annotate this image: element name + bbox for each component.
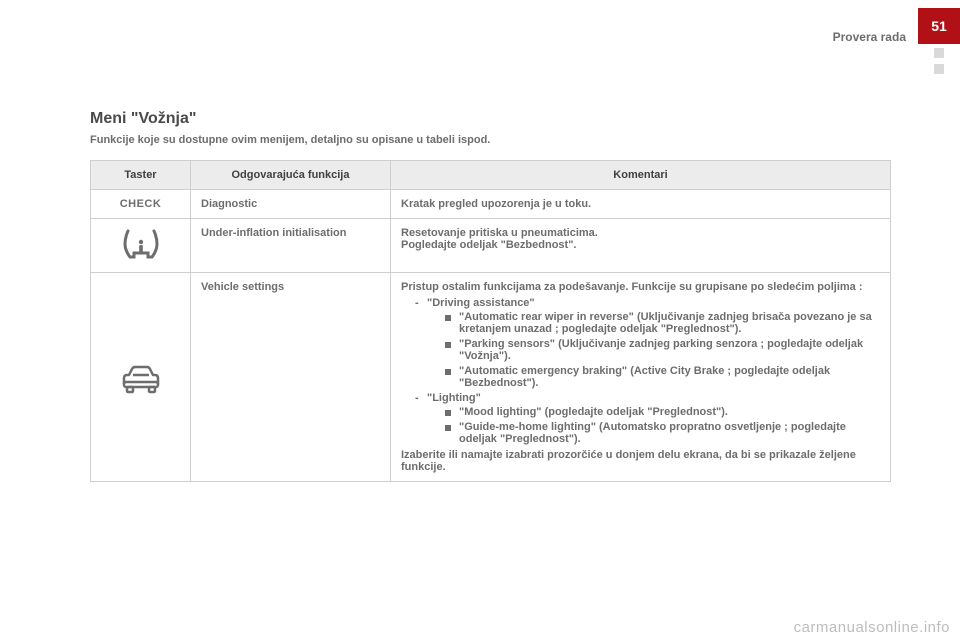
sub-item: "Parking sensors" (Uključivanje zadnjeg … xyxy=(445,338,880,362)
page-subtitle: Funkcije koje su dostupne ovim menijem, … xyxy=(90,134,890,146)
func-cell: Under-inflation initialisation xyxy=(191,219,391,273)
table-row: Vehicle settings Pristup ostalim funkcij… xyxy=(91,273,891,482)
func-cell: Vehicle settings xyxy=(191,273,391,482)
icon-cell-check: CHECK xyxy=(91,190,191,219)
settings-table: Taster Odgovarajuća funkcija Komentari C… xyxy=(90,160,891,482)
icon-cell-tpms xyxy=(91,219,191,273)
page-title: Meni "Vožnja" xyxy=(90,110,890,128)
table-row: Under-inflation initialisation Resetovan… xyxy=(91,219,891,273)
group-list: "Driving assistance" "Automatic rear wip… xyxy=(415,297,880,445)
content: Meni "Vožnja" Funkcije koje su dostupne … xyxy=(90,110,890,482)
sub-item: "Mood lighting" (pogledajte odeljak "Pre… xyxy=(445,406,880,418)
comment-cell: Resetovanje pritiska u pneumaticima. Pog… xyxy=(391,219,891,273)
table-header-row: Taster Odgovarajuća funkcija Komentari xyxy=(91,161,891,190)
comment-line: Resetovanje pritiska u pneumaticima. xyxy=(401,227,880,239)
page: 51 Provera rada Meni "Vožnja" Funkcije k… xyxy=(0,0,960,640)
car-settings-icon xyxy=(119,364,163,397)
group-sub-list: "Mood lighting" (pogledajte odeljak "Pre… xyxy=(445,406,880,445)
marker-square-icon xyxy=(934,48,944,58)
sub-item: "Guide-me-home lighting" (Automatsko pro… xyxy=(445,421,880,445)
page-number: 51 xyxy=(931,18,947,34)
edge-tab: 51 xyxy=(918,8,960,78)
check-text-icon: CHECK xyxy=(120,198,162,210)
tpms-icon xyxy=(122,227,160,264)
icon-cell-car xyxy=(91,273,191,482)
table-row: CHECK Diagnostic Kratak pregled upozoren… xyxy=(91,190,891,219)
sub-item: "Automatic rear wiper in reverse" (Uklju… xyxy=(445,311,880,335)
group-sub-list: "Automatic rear wiper in reverse" (Uklju… xyxy=(445,311,880,389)
func-cell: Diagnostic xyxy=(191,190,391,219)
page-marker-gray xyxy=(918,44,960,78)
watermark: carmanualsonline.info xyxy=(794,619,950,636)
comment-cell: Kratak pregled upozorenja je u toku. xyxy=(391,190,891,219)
col-header-taster: Taster xyxy=(91,161,191,190)
sub-item: "Automatic emergency braking" (Active Ci… xyxy=(445,365,880,389)
comment-intro: Pristup ostalim funkcijama za podešavanj… xyxy=(401,281,880,293)
group-item: "Lighting" "Mood lighting" (pogledajte o… xyxy=(415,392,880,445)
page-number-badge: 51 xyxy=(918,8,960,44)
section-label: Provera rada xyxy=(833,30,906,44)
group-label: "Lighting" xyxy=(427,392,481,404)
comment-cell: Pristup ostalim funkcijama za podešavanj… xyxy=(391,273,891,482)
comment-line: Pogledajte odeljak "Bezbednost". xyxy=(401,239,880,251)
group-label: "Driving assistance" xyxy=(427,297,535,309)
marker-square-icon xyxy=(934,64,944,74)
comment-outro: Izaberite ili namajte izabrati prozorčić… xyxy=(401,449,880,473)
col-header-komentari: Komentari xyxy=(391,161,891,190)
col-header-funkcija: Odgovarajuća funkcija xyxy=(191,161,391,190)
group-item: "Driving assistance" "Automatic rear wip… xyxy=(415,297,880,389)
